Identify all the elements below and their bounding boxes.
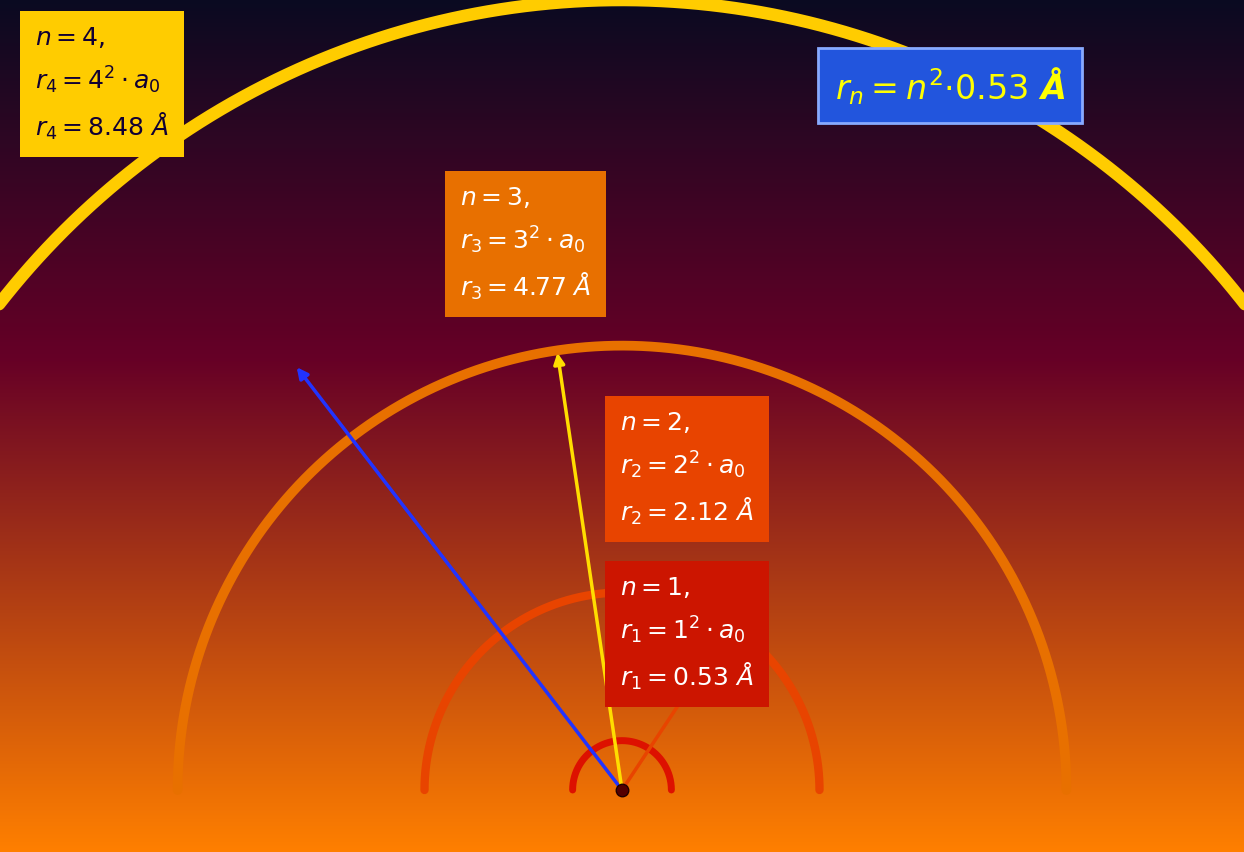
Text: $n = 2,$
$r_2 = 2^2 \cdot a_0$
$r_2 = 2.12$ Å: $n = 2,$ $r_2 = 2^2 \cdot a_0$ $r_2 = 2.… [620,410,754,527]
Text: $n = 3,$
$r_3 = 3^2 \cdot a_0$
$r_3 = 4.77$ Å: $n = 3,$ $r_3 = 3^2 \cdot a_0$ $r_3 = 4.… [460,185,591,302]
Text: $r_n = n^2{\cdot}0.53$ Å: $r_n = n^2{\cdot}0.53$ Å [835,65,1065,106]
Text: $n = 4,$
$r_4 = 4^2 \cdot a_0$
$r_4 = 8.48$ Å: $n = 4,$ $r_4 = 4^2 \cdot a_0$ $r_4 = 8.… [35,25,169,142]
Text: $n = 1,$
$r_1 = 1^2 \cdot a_0$
$r_1 = 0.53$ Å: $n = 1,$ $r_1 = 1^2 \cdot a_0$ $r_1 = 0.… [620,575,754,693]
